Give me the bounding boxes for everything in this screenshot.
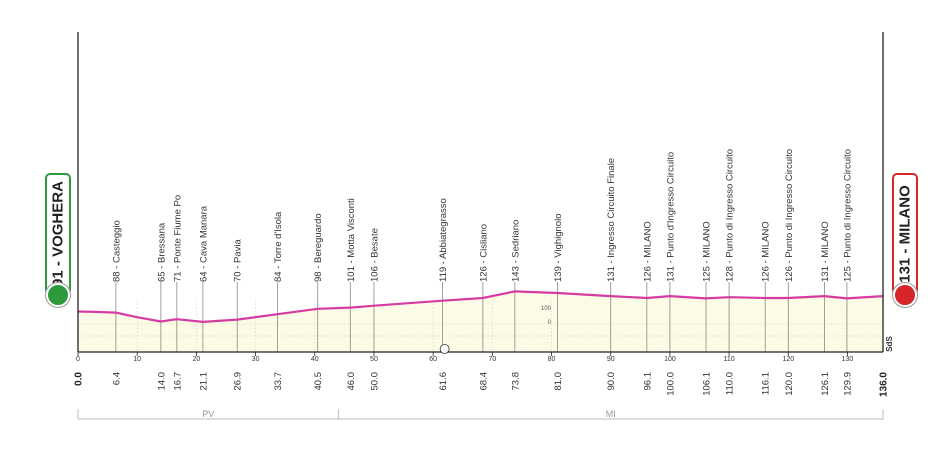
waypoint-label: 131 - MILANO [820, 221, 831, 282]
waypoint-km: 81.0 [553, 372, 564, 391]
waypoint-km: 16.7 [172, 372, 183, 391]
altitude-tick-label: 100 [541, 306, 552, 312]
waypoint-km: 14.0 [156, 372, 167, 391]
waypoint-km: 68.4 [478, 372, 489, 391]
waypoint-label: 106 - Besate [369, 228, 380, 282]
waypoint-label: 126 - MILANO [642, 221, 653, 282]
axis-tick-label: 50 [370, 356, 378, 363]
axis-tick-label: 100 [664, 356, 676, 363]
profile-line [77, 290, 884, 323]
waypoint-label: 125 - Punto di Ingresso Circuito [842, 149, 853, 282]
altitude-tick-label: 0 [548, 320, 552, 326]
waypoint-km: 46.0 [346, 372, 357, 391]
finish-town-box: 131 - MILANO [892, 173, 918, 307]
waypoint-label: 126 - Cisliano [478, 224, 489, 282]
waypoint-km: 110.0 [725, 372, 736, 395]
start-town-box: 91 - VOGHERA [45, 173, 71, 307]
waypoint-km: 96.1 [642, 372, 653, 391]
waypoint-km: 126.1 [820, 372, 831, 396]
sprint-marker-icon [439, 344, 450, 354]
finish-cyclist-icon [893, 283, 917, 307]
waypoint-km: 100.0 [665, 372, 676, 396]
waypoint-label: 98 - Bereguardo [313, 213, 324, 282]
waypoint-label: 119 - Abbiategrasso [438, 198, 449, 282]
finish-town-label: 131 - MILANO [896, 185, 914, 283]
waypoint-label: 71 - Ponte Fiume Po [172, 195, 183, 282]
waypoint-km: 90.0 [606, 372, 617, 391]
waypoint-label: 88 - Casteggio [111, 220, 122, 282]
waypoint-label: 131 - Ingresso Circuito Finale [606, 158, 617, 282]
waypoint-km: 21.1 [198, 372, 209, 391]
waypoint-km: 6.4 [111, 372, 122, 385]
region-label: PV [202, 409, 214, 419]
profile-area [78, 291, 883, 352]
axis-tick-label: 20 [192, 356, 200, 363]
axis-tick-label: 10 [133, 356, 141, 363]
waypoint-km: 50.0 [369, 372, 380, 391]
waypoint-km: 40.5 [313, 372, 324, 391]
waypoint-km: 33.7 [273, 372, 284, 391]
axis-tick-label: 60 [429, 356, 437, 363]
waypoint-label: 125 - MILANO [702, 221, 713, 282]
waypoint-label: 65 - Bressana [156, 222, 167, 282]
waypoint-km: 120.0 [784, 372, 795, 396]
waypoint-km: 26.9 [233, 372, 244, 391]
waypoint-label: 126 - Punto di Ingresso Circuito [784, 149, 795, 282]
waypoint-label: 64 - Cava Manara [198, 205, 209, 282]
finish-mark-label: SdS [885, 336, 894, 352]
axis-tick-label: 70 [488, 356, 496, 363]
waypoint-label: 139 - Vighignolo [553, 214, 564, 283]
waypoint-label: 128 - Punto di Ingresso Circuito [725, 149, 736, 282]
axis-tick-label: 120 [782, 356, 794, 363]
waypoint-label: 84 - Torre d'Isola [273, 211, 284, 282]
axis-tick-label: 90 [607, 356, 615, 363]
axis-tick-label: 110 [724, 356, 735, 363]
axis-tick-label: 30 [252, 356, 260, 363]
waypoint-km: 61.6 [438, 372, 449, 391]
waypoint-label: 70 - Pavia [233, 239, 244, 282]
waypoint-km: 73.8 [510, 372, 521, 391]
start-km-label: 0.0 [74, 372, 85, 386]
axis-tick-label: 40 [311, 356, 319, 363]
start-town-label: 91 - VOGHERA [49, 181, 67, 287]
start-cyclist-icon [46, 283, 70, 307]
waypoint-km: 106.1 [702, 372, 713, 396]
waypoint-label: 143 - Sedriano [510, 220, 521, 282]
axis-tick-label: 80 [548, 356, 556, 363]
waypoint-km: 116.1 [761, 372, 772, 395]
waypoint-label: 131 - Punto d'Ingresso Circuito [665, 152, 676, 282]
region-label: MI [606, 409, 616, 419]
axis-tick-label: 0 [76, 356, 80, 363]
waypoint-label: 126 - MILANO [761, 221, 772, 282]
axis-tick-label: 130 [842, 356, 854, 363]
waypoint-km: 129.9 [842, 372, 853, 396]
finish-km-label: 136.0 [879, 372, 890, 397]
waypoint-label: 101 - Motta Visconti [346, 198, 357, 282]
